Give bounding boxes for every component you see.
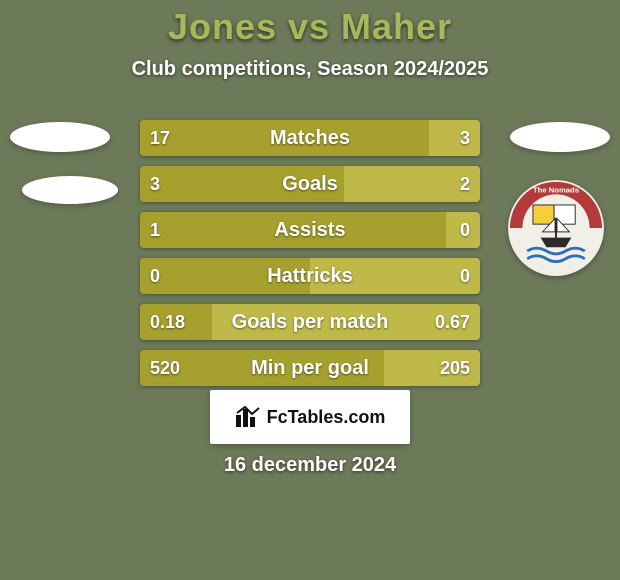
bar-row: 00Hattricks — [140, 258, 480, 294]
page-subtitle: Club competitions, Season 2024/2025 — [0, 58, 620, 81]
bar-right-segment: 0.67 — [212, 304, 480, 340]
bar-right-segment: 205 — [384, 350, 480, 386]
bar-left-segment: 3 — [140, 166, 344, 202]
bar-left-value: 17 — [150, 128, 170, 149]
bar-right-value: 0 — [460, 266, 470, 287]
bar-row: 173Matches — [140, 120, 480, 156]
bar-right-value: 3 — [460, 128, 470, 149]
bar-row: 520205Min per goal — [140, 350, 480, 386]
right-club-logo: The Nomads — [508, 180, 604, 276]
attribution-text: FcTables.com — [267, 407, 386, 428]
left-player-ellipse-1 — [10, 122, 110, 152]
bar-row: 32Goals — [140, 166, 480, 202]
bar-left-value: 0 — [150, 266, 160, 287]
bar-right-segment: 3 — [429, 120, 480, 156]
page-title: Jones vs Maher — [0, 6, 620, 48]
comparison-bars: 173Matches32Goals10Assists00Hattricks0.1… — [140, 120, 480, 396]
bar-left-segment: 17 — [140, 120, 429, 156]
bar-left-segment: 1 — [140, 212, 446, 248]
bar-right-segment: 0 — [446, 212, 480, 248]
bar-left-segment: 0 — [140, 258, 310, 294]
bar-left-value: 1 — [150, 220, 160, 241]
left-player-ellipse-2 — [22, 176, 118, 204]
bar-left-segment: 0.18 — [140, 304, 212, 340]
bar-right-segment: 2 — [344, 166, 480, 202]
bar-left-value: 3 — [150, 174, 160, 195]
bar-right-value: 0.67 — [435, 312, 470, 333]
bar-right-value: 0 — [460, 220, 470, 241]
bar-right-value: 205 — [440, 358, 470, 379]
fctables-icon — [235, 405, 263, 429]
bar-left-value: 520 — [150, 358, 180, 379]
bar-row: 0.180.67Goals per match — [140, 304, 480, 340]
bar-right-segment: 0 — [310, 258, 480, 294]
right-player-ellipse — [510, 122, 610, 152]
comparison-card: Jones vs Maher Club competitions, Season… — [0, 0, 620, 580]
svg-text:The Nomads: The Nomads — [533, 185, 579, 194]
date-text: 16 december 2024 — [0, 454, 620, 477]
bar-right-value: 2 — [460, 174, 470, 195]
bar-left-value: 0.18 — [150, 312, 185, 333]
bar-left-segment: 520 — [140, 350, 384, 386]
club-logo-svg: The Nomads — [508, 180, 604, 276]
attribution-box: FcTables.com — [210, 390, 410, 444]
bar-row: 10Assists — [140, 212, 480, 248]
